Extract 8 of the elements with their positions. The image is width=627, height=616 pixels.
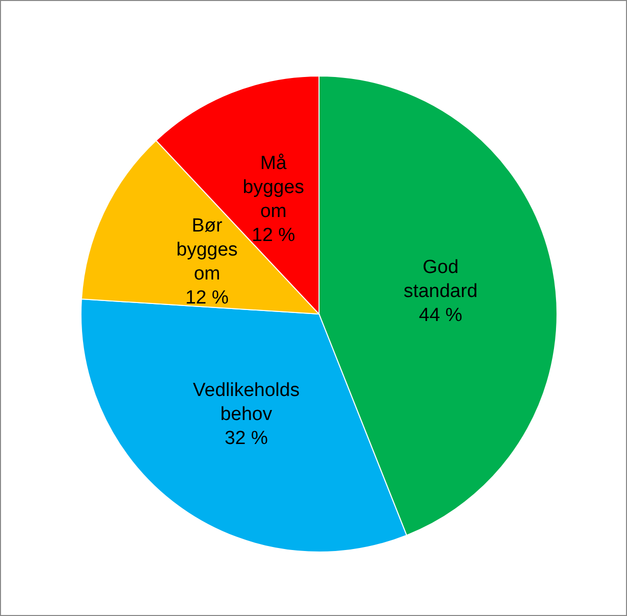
slice-label: God standard [404,256,478,302]
data-label: 12 % [185,286,229,308]
data-label: 32 % [224,428,268,449]
slice-label: Vedlikeholds behov [192,380,300,425]
slice-label: Må bygges om [242,152,304,222]
slice-label: Bør bygges om [176,214,238,284]
data-label: 12 % [252,224,296,246]
data-label: 44 % [418,304,462,326]
